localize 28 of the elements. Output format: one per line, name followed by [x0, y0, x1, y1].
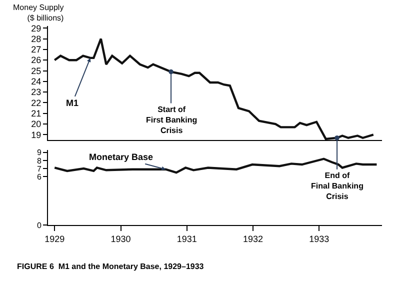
y-tick-label: 6 [36, 172, 42, 182]
y-tick-label: 21 [31, 108, 42, 119]
caption: FIGURE 6 M1 and the Monetary Base, 1929–1933 [17, 262, 204, 271]
y-tick-label: 19 [31, 130, 42, 140]
y-tick-label: 0 [36, 220, 42, 230]
y-tick-label: 23 [31, 87, 42, 98]
annotation: End of Final Banking Crisis [311, 171, 364, 201]
series-label: Monetary Base [89, 152, 154, 162]
y-tick-label: 25 [31, 66, 42, 76]
x-tick-label: 1930 [110, 234, 131, 244]
x-tick-label: 1931 [176, 234, 197, 244]
y-tick-label: 9 [36, 148, 42, 158]
x-tick-label: 1929 [44, 234, 65, 244]
y-tick-label: 29 [31, 23, 42, 34]
y-tick-label: 26 [31, 55, 42, 66]
y-tick-label: 27 [31, 44, 42, 55]
x-tick-label: 1933 [309, 234, 330, 244]
line-series [54, 38, 374, 140]
y-axis-title: Money Supply ($ billions) [13, 3, 64, 22]
y-tick-label: 28 [31, 34, 42, 44]
annotation: Start of First Banking Crisis [146, 105, 198, 135]
y-tick-label: 22 [31, 98, 42, 108]
x-tick-label: 1932 [243, 234, 264, 244]
text: M1 [66, 98, 79, 108]
y-tick-label: 24 [31, 76, 42, 87]
y-tick-label: 7 [36, 164, 42, 174]
y-tick-label: 8 [36, 156, 42, 166]
y-tick-label: 20 [31, 119, 42, 130]
